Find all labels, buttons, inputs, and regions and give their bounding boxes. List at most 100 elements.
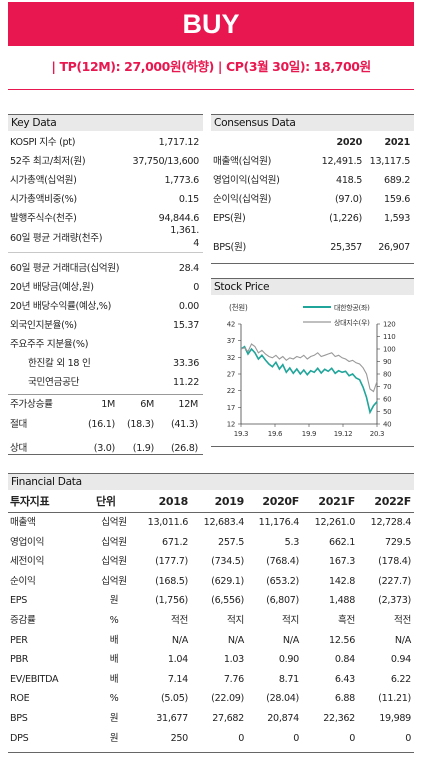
stock-price-chart: (천원) 대한항공(좌) 상대지수(우) 42 37 32 27 22 17 12 120 110 10… [211, 296, 414, 446]
financial-row-unit: % [109, 693, 119, 705]
consensus-year: 2020 [336, 137, 362, 148]
chart-bottom-rule [211, 446, 414, 447]
stock-price-title: Stock Price [211, 278, 414, 295]
financial-value: 729.5 [385, 536, 411, 548]
key-data-value: 37,750/13,600 [132, 156, 200, 167]
consensus-row: 순이익(십억원) (97.0) 159.6 [211, 191, 414, 209]
financial-title: Financial Data [8, 473, 414, 490]
key-data-value: 94,844.6 [158, 213, 200, 224]
key-data-value-line2: 4 [193, 238, 199, 249]
consensus-label: 영업이익(십억원) [213, 175, 280, 186]
key-data-row: 60일 평균 거래량(천주) 1,361. 4 [8, 225, 203, 249]
financial-row: ROE% (5.05) (22.09) (28.04) 6.88 (11.21) [8, 690, 414, 708]
financial-value: (22.09) [211, 693, 244, 705]
key-data-value: 33.36 [173, 358, 199, 369]
key-data-row: 52주 최고/최저(원) 37,750/13,600 [8, 153, 203, 171]
legend-relative-label: 상대지수(우) [334, 318, 370, 327]
financial-value: 8.71 [278, 673, 299, 685]
x-tick-label: 19.3 [234, 430, 248, 438]
consensus-label: 매출액(십억원) [213, 156, 272, 167]
perf-header-cell: 6M [140, 399, 154, 410]
financial-value: (6,807) [266, 595, 299, 607]
consensus-year: 2021 [384, 137, 410, 148]
key-data-label: 시가총액비중(%) [10, 194, 77, 205]
financial-value: (653.2) [266, 575, 299, 587]
financial-row-label: EPS [10, 595, 28, 607]
financial-row-label: 증감률 [10, 615, 36, 626]
financial-value: (629.1) [211, 575, 244, 587]
financial-value: (768.4) [266, 556, 299, 568]
financial-row-label: 순이익 [10, 575, 36, 587]
perf-value: (18.3) [126, 419, 154, 430]
perf-header-cell: 1M [101, 399, 115, 410]
key-data-row: 국민연금공단 11.22 [8, 374, 203, 392]
financial-value: 1.04 [167, 654, 188, 666]
financial-value: 적전 [170, 615, 188, 626]
financial-value: 12,261.0 [314, 517, 356, 528]
key-data-label: 20년 배당수익률(예상,%) [10, 301, 112, 312]
financial-value: 27,682 [212, 713, 244, 724]
key-data-title: Key Data [8, 114, 203, 131]
key-data-bottom-rule [8, 454, 203, 455]
key-data-row: 20년 배당수익률(예상,%) 0.00 [8, 298, 203, 316]
key-data-value: 11.22 [173, 377, 199, 388]
key-data-row: 20년 배당금(예상,원) 0 [8, 279, 203, 297]
key-data-row: 시가총액비중(%) 0.15 [8, 191, 203, 209]
key-data-divider [8, 252, 203, 253]
key-data-value: 1,773.6 [164, 175, 199, 186]
financial-value: (1,756) [155, 595, 188, 607]
consensus-label: EPS(원) [213, 213, 246, 224]
financial-row-label: 세전이익 [10, 556, 45, 568]
key-data-label: 외국인지분율(%) [10, 320, 77, 331]
key-data-row: 주요주주 지분율(%) [8, 336, 203, 354]
price-series-line [240, 345, 378, 415]
consensus-value: (97.0) [334, 194, 362, 205]
perf-value: (16.1) [87, 419, 115, 430]
financial-row-unit: 배 [109, 654, 119, 666]
right-tick-label: 50 [383, 408, 391, 416]
financial-value: 0 [405, 732, 411, 744]
financial-value: (734.5) [211, 556, 244, 568]
consensus-value: 26,907 [378, 242, 410, 253]
financial-row-label: 매출액 [10, 517, 36, 528]
financial-value: N/A [171, 634, 188, 646]
financial-row-unit: 십억원 [101, 575, 127, 587]
perf-row: 절대 (16.1) (18.3) (41.3) [8, 416, 203, 434]
consensus-row: BPS(원) 25,357 26,907 [211, 239, 414, 257]
financial-value: 167.3 [329, 556, 355, 568]
right-tick-label: 70 [383, 383, 391, 391]
financial-value: 흑전 [337, 615, 355, 626]
right-tick-label: 40 [383, 421, 391, 429]
perf-top-rule [8, 394, 203, 395]
financial-value: 12,683.4 [203, 517, 245, 528]
financial-value: 257.5 [218, 536, 244, 548]
financial-value: 6.22 [390, 673, 411, 685]
consensus-title: Consensus Data [211, 114, 414, 131]
key-data-value-line1: 1,361. [170, 225, 199, 236]
key-data-value: 0.00 [178, 301, 199, 312]
left-tick-label: 22 [227, 387, 235, 395]
right-tick-label: 110 [383, 333, 395, 341]
left-unit-label: (천원) [229, 302, 248, 312]
financial-value: 5.3 [284, 536, 300, 548]
financial-value: (168.5) [155, 575, 188, 587]
financial-row-label: 영업이익 [10, 536, 45, 548]
consensus-value: 25,357 [330, 242, 362, 253]
perf-header-label: 주가상승률 [10, 399, 53, 410]
financial-row-unit: 십억원 [101, 517, 127, 528]
financial-value: 6.43 [334, 673, 355, 685]
consensus-value: (1,226) [329, 213, 362, 224]
financial-value: 142.8 [329, 575, 355, 587]
consensus-row: 매출액(십억원) 12,491.5 13,117.5 [211, 153, 414, 171]
perf-label: 상대 [10, 443, 28, 454]
consensus-value: 13,117.5 [369, 156, 411, 167]
financial-row-label: DPS [10, 732, 29, 744]
financial-header-rule [8, 512, 414, 513]
financial-value: 20,874 [267, 713, 299, 724]
consensus-row: 영업이익(십억원) 418.5 689.2 [211, 172, 414, 190]
x-tick-label: 19.12 [334, 430, 353, 438]
financial-row: BPS 원 31,677 27,682 20,874 22,362 19,989 [8, 710, 414, 728]
financial-value: 1,488 [329, 595, 355, 607]
financial-row-unit: 십억원 [101, 536, 127, 548]
financial-value: 7.76 [223, 673, 244, 685]
